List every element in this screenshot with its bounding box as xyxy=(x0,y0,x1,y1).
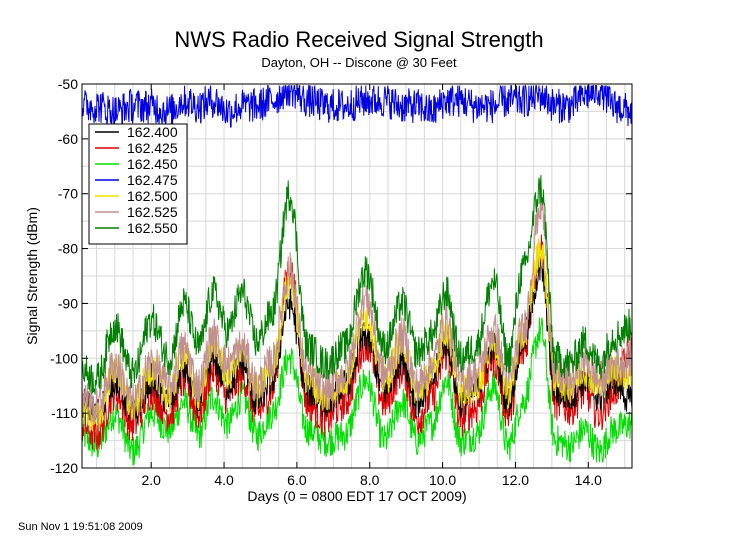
plot-frame xyxy=(81,83,633,469)
series-line-162-550 xyxy=(81,175,633,395)
y-tick-label: -70 xyxy=(58,186,78,202)
y-tick-label: -80 xyxy=(58,241,78,257)
series-line-162-400 xyxy=(81,257,633,424)
x-tick-label: 8.0 xyxy=(360,472,380,488)
legend-label: 162.550 xyxy=(127,220,178,236)
y-tick-label: -60 xyxy=(58,131,78,147)
y-tick-label: -90 xyxy=(58,295,78,311)
legend-label: 162.475 xyxy=(127,172,178,188)
x-tick-label: 2.0 xyxy=(141,472,161,488)
y-axis: -50 -60 -70 -80 -90 -100 -110 -120 xyxy=(50,76,632,476)
y-tick-label: -110 xyxy=(51,405,78,421)
y-tick-label: -120 xyxy=(50,460,78,476)
x-tick-label: 12.0 xyxy=(502,472,529,488)
y-tick-label: -100 xyxy=(50,350,78,366)
chart-title: NWS Radio Received Signal Strength xyxy=(174,27,543,52)
chart-subtitle: Dayton, OH -- Discone @ 30 Feet xyxy=(261,55,457,70)
x-tick-label: 6.0 xyxy=(287,472,307,488)
x-tick-label: 14.0 xyxy=(575,472,602,488)
x-tick-label: 10.0 xyxy=(429,472,456,488)
legend-label: 162.525 xyxy=(127,204,178,220)
series-layer xyxy=(81,84,633,466)
series-line-162-475 xyxy=(81,84,633,129)
x-axis: 2.0 4.0 6.0 8.0 10.0 12.0 14.0 xyxy=(141,84,602,488)
legend-label: 162.425 xyxy=(127,140,178,156)
y-tick-label: -50 xyxy=(58,76,78,92)
y-axis-label: Signal Strength (dBm) xyxy=(24,207,40,345)
legend-label: 162.450 xyxy=(127,156,178,172)
legend-box xyxy=(88,123,188,245)
legend-label: 162.400 xyxy=(127,124,178,140)
x-axis-label: Days (0 = 0800 EDT 17 OCT 2009) xyxy=(247,488,466,504)
timestamp: Sun Nov 1 19:51:08 2009 xyxy=(18,521,143,533)
legend-label: 162.500 xyxy=(127,188,178,204)
x-tick-label: 4.0 xyxy=(214,472,234,488)
legend: 162.400162.425162.450162.475162.500162.5… xyxy=(88,123,188,245)
